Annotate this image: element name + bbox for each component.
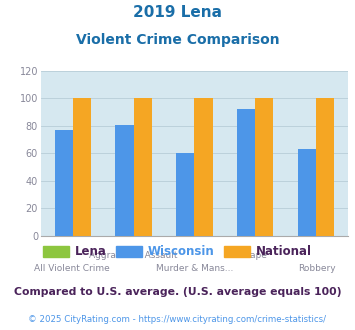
Bar	[73, 98, 91, 236]
Bar	[255, 98, 273, 236]
Text: © 2025 CityRating.com - https://www.cityrating.com/crime-statistics/: © 2025 CityRating.com - https://www.city…	[28, 315, 327, 324]
Text: Violent Crime Comparison: Violent Crime Comparison	[76, 33, 279, 47]
Legend: Lena, Wisconsin, National: Lena, Wisconsin, National	[38, 241, 317, 263]
Text: 2019 Lena: 2019 Lena	[133, 5, 222, 20]
Bar	[195, 98, 213, 236]
Bar	[176, 153, 195, 236]
Text: All Violent Crime: All Violent Crime	[34, 264, 109, 273]
Bar	[115, 125, 134, 236]
Text: Murder & Mans...: Murder & Mans...	[156, 264, 233, 273]
Bar	[55, 130, 73, 236]
Text: Rape: Rape	[244, 251, 267, 260]
Bar	[134, 98, 152, 236]
Bar	[237, 110, 255, 236]
Bar	[316, 98, 334, 236]
Text: Aggravated Assault: Aggravated Assault	[89, 251, 177, 260]
Bar	[297, 149, 316, 236]
Text: Compared to U.S. average. (U.S. average equals 100): Compared to U.S. average. (U.S. average …	[14, 287, 341, 297]
Text: Robbery: Robbery	[299, 264, 336, 273]
